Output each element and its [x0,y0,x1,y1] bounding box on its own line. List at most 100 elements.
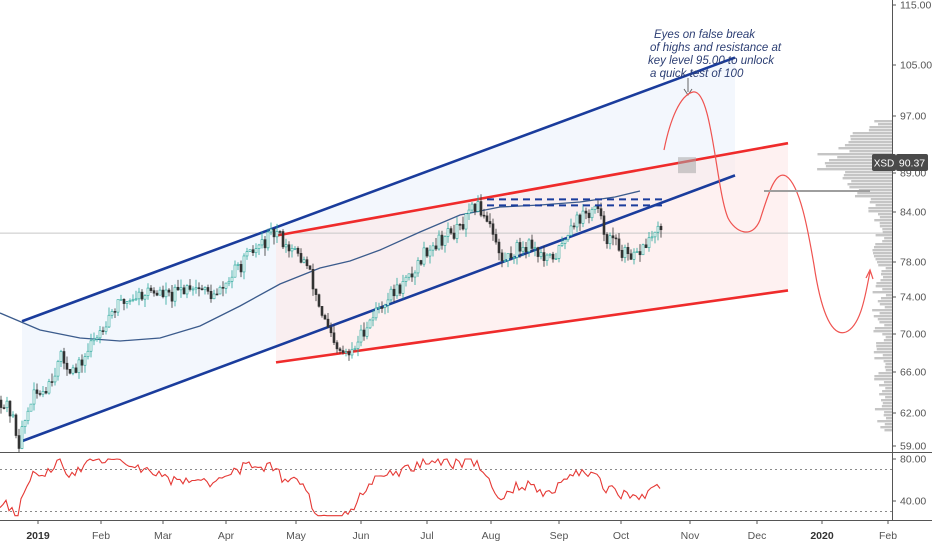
candle-up [455,224,459,239]
candle-up [77,359,81,373]
candle-down [626,247,630,255]
volume-profile-bar [868,210,892,213]
candle-up [26,410,30,421]
volume-profile-bar [883,339,892,342]
candle-down [638,251,642,256]
candle-up [89,340,93,352]
price-tick-label: 74.00 [900,292,926,304]
candle-down [410,273,414,278]
volume-profile-bar [884,423,892,426]
candle-down [152,290,156,294]
candle-up [20,426,24,449]
volume-profile-bar [848,141,892,144]
candle-down [449,228,453,234]
candle-up [554,258,558,260]
volume-profile-bar [845,171,892,174]
candle-up [515,242,519,258]
volume-profile-bar [879,222,892,225]
candle-down [221,286,225,289]
rsi-tick-label: 40.00 [900,496,926,508]
volume-profile-bar [877,261,892,264]
volume-profile-bar [880,273,892,276]
candle-down [74,367,78,373]
candle-down [572,225,576,228]
candle-up [560,243,564,246]
candle-down [323,315,327,320]
candle-down [161,289,165,298]
candle-up [41,391,45,395]
candle-down [62,351,66,364]
candle-up [386,299,390,306]
target-highlight-box [678,157,696,174]
volume-profile-bar [817,153,892,156]
candle-up [233,264,237,278]
volume-profile-bar [879,393,892,396]
red-channel-lower-line [275,289,789,364]
candle-up [365,327,369,337]
candle-up [431,245,435,251]
candle-up [302,259,306,263]
volume-profile-bar [881,270,892,273]
volume-profile-bar [858,189,892,192]
volume-profile-bar [874,408,892,411]
volume-profile-bar [882,231,892,234]
candle-down [584,210,588,214]
volume-profile-bar [884,429,892,432]
candle-up [218,286,222,295]
candle-down [176,286,180,291]
candle-up [284,244,288,248]
volume-profile-bar [877,420,892,423]
rsi-tick-label: 80.00 [900,454,926,466]
candle-down [35,389,39,394]
candle-up [545,254,549,261]
volume-profile-bar [851,180,892,183]
candle-up [293,248,297,250]
candle-down [509,253,513,259]
candle-up [464,213,468,230]
candle-up [590,209,594,219]
volume-profile-bar [824,162,892,165]
volume-profile-bar [882,228,892,231]
time-tick-label: 2020 [810,530,834,542]
candle-up [290,248,294,252]
time-tick-label: 2019 [26,530,50,542]
candle-down [620,249,624,258]
candle-up [371,317,375,321]
candle-up [521,247,525,252]
candle-up [548,253,552,256]
candle-down [629,253,633,260]
time-tick-label: Feb [92,530,110,542]
candle-down [101,330,105,332]
volume-profile-bar [875,204,892,207]
candle-up [437,234,441,250]
volume-profile-bar [874,375,892,378]
volume-profile-bar [825,165,892,168]
volume-profile-bar [873,252,892,255]
candle-up [647,237,651,248]
candle-down [329,326,333,334]
candle-down [458,224,462,226]
volume-profile-bar [879,321,892,324]
time-tick-label: Apr [218,530,235,542]
volume-profile-bar [852,132,892,135]
volume-profile-bar [878,372,892,375]
candle-up [107,314,111,328]
candle-up [428,249,432,257]
candle-up [641,244,645,256]
candle-down [497,241,501,254]
candle-down [263,239,267,249]
volume-profile-bar [874,327,892,330]
volume-profile-bar [854,195,892,198]
candle-down [611,235,615,239]
candle-down [17,435,21,449]
volume-profile-bar [847,183,892,186]
volume-profile-bar [878,264,892,267]
candle-down [335,342,339,350]
volume-profile-bar [885,336,892,339]
volume-profile-bar [872,249,892,252]
volume-profile-bar [877,318,892,321]
candle-up [416,260,420,274]
candle-up [401,281,405,294]
candle-up [470,203,474,211]
candle-up [407,273,411,278]
